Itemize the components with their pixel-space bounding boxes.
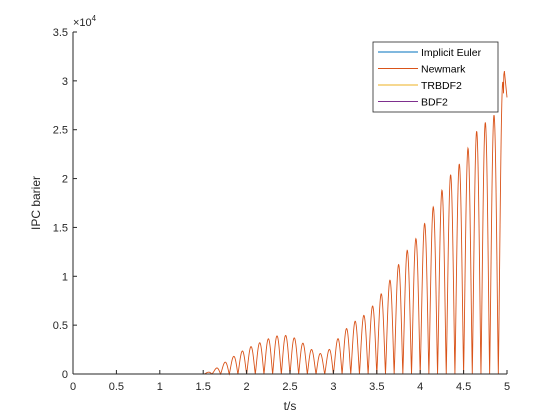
x-tick-label: 5 [504, 381, 510, 393]
x-tick-label: 3.5 [369, 381, 384, 393]
x-tick-label: 0.5 [109, 381, 124, 393]
y-tick-label: 3 [62, 76, 68, 88]
legend: Implicit Euler Newmark TRBDF2 BDF2 [372, 41, 499, 113]
y-tick-label: 1.5 [53, 222, 68, 234]
y-tick-label: 0.5 [53, 320, 68, 332]
x-tick-label: 4.5 [456, 381, 471, 393]
legend-box [372, 41, 499, 113]
x-tick-label: 4 [417, 381, 423, 393]
x-tick-label: 3 [330, 381, 336, 393]
x-axis-label: t/s [284, 399, 297, 413]
x-tick-label: 2.5 [282, 381, 297, 393]
ticks-group: 0 0.5 1 1.5 2 2.5 3 3.5 4 4.5 5 0 0.5 1 1.5 2 2.5 3 3.5 [53, 27, 510, 393]
y-tick-label: 0 [62, 369, 68, 381]
y-tick-label: 2.5 [53, 125, 68, 137]
legend-label: Newmark [421, 64, 466, 76]
legend-label: Implicit Euler [421, 47, 482, 59]
x-tick-label: 2 [244, 381, 250, 393]
x-tick-label: 1 [157, 381, 163, 393]
y-exponent-label: ×104 [73, 14, 97, 29]
y-tick-label: 1 [62, 271, 68, 283]
x-tick-label: 1.5 [196, 381, 211, 393]
y-exponent-power: 4 [92, 14, 97, 23]
legend-label: TRBDF2 [421, 80, 462, 92]
y-tick-label: 2 [62, 174, 68, 186]
x-tick-label: 0 [70, 381, 76, 393]
legend-label: BDF2 [421, 97, 448, 109]
y-axis-label: IPC barier [29, 176, 43, 230]
y-tick-label: 3.5 [53, 27, 68, 39]
